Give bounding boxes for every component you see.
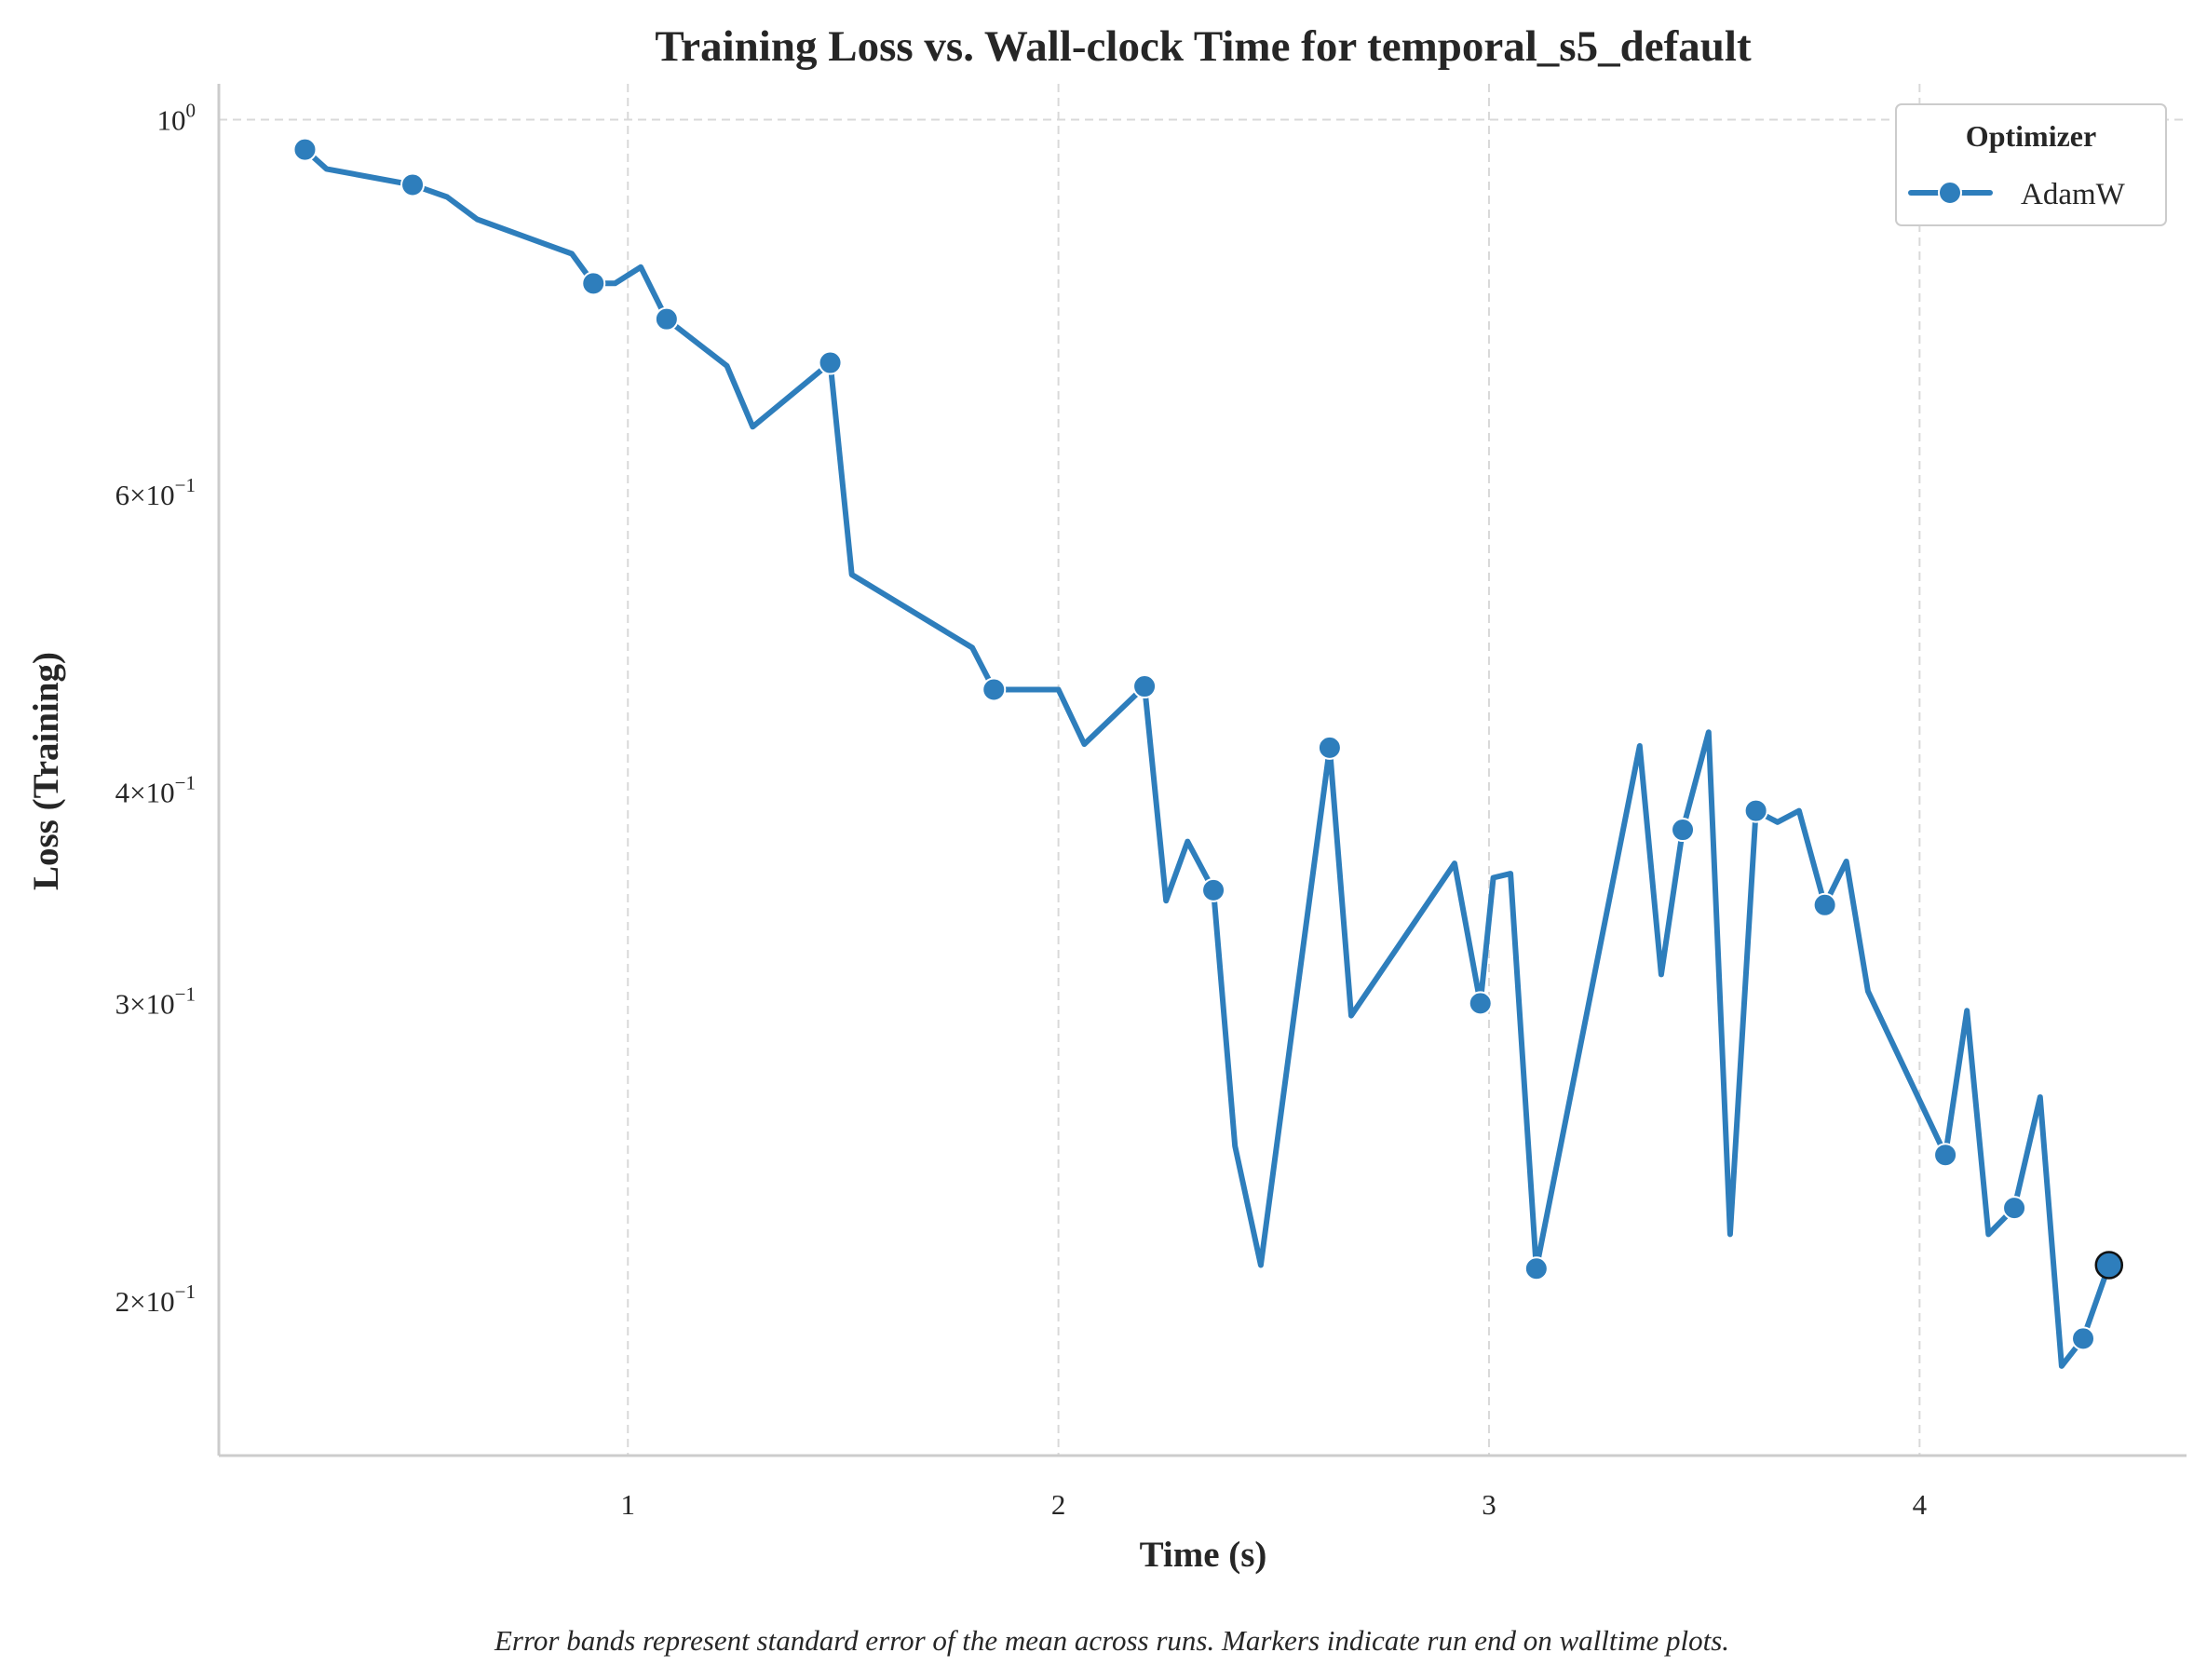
x-axis-label: Time (s): [1140, 1535, 1267, 1575]
x-tick-label: 1: [620, 1488, 635, 1521]
data-point-marker: [1743, 798, 1768, 823]
data-point-marker: [400, 172, 426, 197]
legend: Optimizer AdamW: [1895, 103, 2167, 226]
legend-label-adamw: AdamW: [2021, 178, 2126, 211]
y-tick-label: 3×10−1: [115, 982, 196, 1020]
data-point-marker: [982, 677, 1007, 702]
data-point-marker: [2002, 1196, 2027, 1221]
y-tick-labels: 100 6×10−1 4×10−1 3×10−1 2×10−1: [115, 99, 196, 1317]
data-point-marker: [1523, 1256, 1549, 1281]
run-end-marker: [2094, 1251, 2124, 1280]
figure-caption: Error bands represent standard error of …: [494, 1624, 1729, 1657]
x-tick-label: 2: [1051, 1488, 1066, 1521]
y-axis-label: Loss (Training): [26, 652, 66, 890]
data-point-marker: [581, 271, 606, 296]
data-point-marker: [654, 306, 679, 332]
chart-title: Training Loss vs. Wall-clock Time for te…: [655, 22, 1752, 71]
data-point-marker: [1671, 818, 1696, 843]
grid-lines: [219, 84, 2187, 1456]
data-point-marker: [818, 350, 843, 375]
data-point-marker: [2071, 1326, 2096, 1351]
data-point-marker: [1132, 674, 1158, 699]
series-line-adamw: [302, 146, 2112, 1369]
y-tick-label: 100: [157, 99, 196, 136]
y-tick-label: 2×10−1: [115, 1280, 196, 1318]
data-point-marker: [1812, 892, 1837, 917]
data-point-marker: [1468, 991, 1493, 1016]
x-tick-label: 4: [1913, 1488, 1928, 1521]
data-point-marker: [1317, 735, 1342, 760]
legend-title: Optimizer: [1966, 119, 2096, 153]
x-tick-labels: 1 2 3 4: [620, 1488, 1927, 1521]
y-tick-label: 6×10−1: [115, 474, 196, 511]
legend-swatch-marker: [1938, 181, 1962, 205]
data-point-marker: [1201, 877, 1226, 902]
data-point-marker: [292, 137, 318, 162]
series-layer: [292, 137, 2124, 1369]
x-tick-label: 3: [1482, 1488, 1496, 1521]
y-tick-label: 4×10−1: [115, 772, 196, 809]
data-point-marker: [1933, 1143, 1958, 1168]
